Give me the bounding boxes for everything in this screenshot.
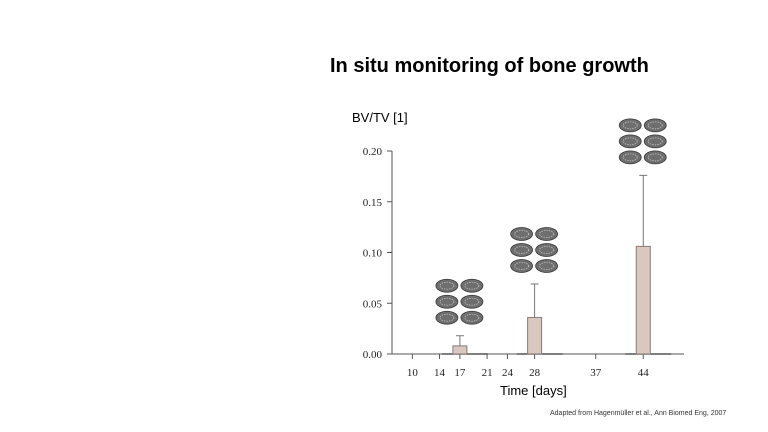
- bone-scan-texture: [439, 297, 455, 306]
- bone-scan-texture: [647, 137, 663, 146]
- x-tick-label: 21: [482, 367, 493, 379]
- bone-scan-texture: [439, 281, 455, 290]
- citation-credit: Adapted from Hagenmüller et al., Ann Bio…: [550, 410, 727, 417]
- bone-scan-texture: [464, 281, 480, 290]
- y-tick-label: 0.15: [363, 197, 383, 209]
- slide-title: In situ monitoring of bone growth: [330, 55, 649, 77]
- bone-scan-thumbnail: [618, 134, 642, 149]
- y-tick-label: 0.20: [363, 146, 383, 158]
- bone-scan-thumbnail: [535, 259, 559, 273]
- x-tick-label: 28: [529, 367, 541, 379]
- bone-scan-texture: [439, 313, 455, 322]
- bone-scan-texture: [464, 313, 480, 322]
- bone-scan-thumbnail: [460, 310, 484, 325]
- bone-scan-thumbnail: [460, 278, 484, 293]
- x-tick-label: 17: [454, 367, 466, 379]
- bone-scan-texture: [647, 121, 663, 130]
- y-tick-label: 0.05: [363, 298, 383, 310]
- bone-scan-thumbnail: [435, 310, 459, 325]
- bar: [527, 316, 543, 355]
- bar: [635, 245, 651, 355]
- bone-scan-texture: [514, 230, 530, 238]
- x-tick-label: 14: [434, 367, 446, 379]
- bone-scan-texture: [539, 246, 555, 254]
- x-tick-label: 44: [638, 367, 650, 379]
- bone-scan-texture: [622, 153, 638, 162]
- bone-scan-thumbnail: [435, 294, 459, 309]
- x-tick-label: 10: [407, 367, 419, 379]
- y-axis-label: BV/TV [1]: [352, 110, 408, 125]
- bone-scan-thumbnail: [535, 243, 559, 257]
- bar: [452, 345, 468, 355]
- bone-scan-texture: [539, 230, 555, 238]
- bone-scan-thumbnail: [643, 118, 667, 133]
- bone-scan-texture: [464, 297, 480, 306]
- x-tick-label: 24: [502, 367, 514, 379]
- bone-scan-thumbnail: [643, 134, 667, 149]
- bone-scan-thumbnail: [510, 243, 534, 257]
- bone-scan-thumbnail: [643, 150, 667, 165]
- x-axis-label: Time [days]: [500, 383, 567, 398]
- bone-scan-thumbnail: [435, 278, 459, 293]
- bone-scan-texture: [539, 262, 555, 270]
- y-tick-label: 0.10: [363, 248, 383, 260]
- bone-scan-texture: [622, 137, 638, 146]
- bone-scan-thumbnail: [618, 118, 642, 133]
- bone-scan-thumbnail: [510, 259, 534, 273]
- bone-scan-thumbnail: [618, 150, 642, 165]
- bone-scan-texture: [514, 246, 530, 254]
- bone-scan-thumbnail: [460, 294, 484, 309]
- bone-scan-texture: [514, 262, 530, 270]
- bone-scan-texture: [622, 121, 638, 130]
- bone-scan-thumbnail: [510, 227, 534, 241]
- bone-scan-thumbnail: [535, 227, 559, 241]
- y-tick-label: 0.00: [363, 349, 383, 361]
- x-tick-label: 37: [590, 367, 602, 379]
- bone-scan-texture: [647, 153, 663, 162]
